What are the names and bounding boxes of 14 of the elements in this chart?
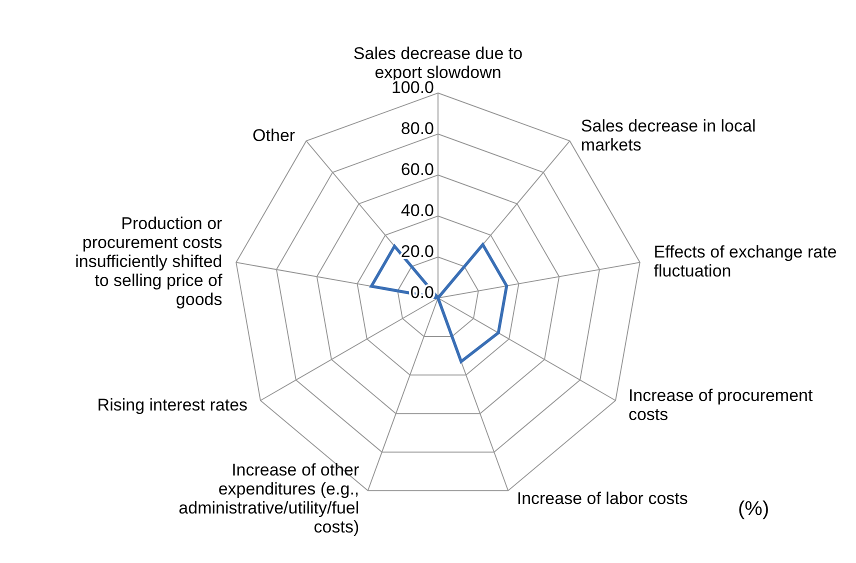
spoke-label: Increase of labor costs [516,489,688,508]
y-tick-label: 20.0 [400,242,434,261]
spoke-label: Sales decrease due to export slowdown [353,44,523,82]
spoke-label: Production or procurement costs insufficiently shifted to selling price of goods [75,214,223,310]
spoke-label: Sales decrease in local markets [580,116,756,154]
y-tick-label: 60.0 [400,160,434,179]
y-tick-label: 80.0 [400,119,434,138]
y-tick-label: 40.0 [400,201,434,220]
spoke-label: Increase of other expenditures (e.g., administrative/utility/fuel costs) [178,460,360,537]
spoke-label: Rising interest rates [97,396,248,414]
spoke-label: Increase of procurement costs [628,386,813,424]
spoke-label: Other [252,126,296,145]
spoke-label: Effects of exchange rate fluctuation [654,242,837,281]
text: (%) [738,498,770,521]
